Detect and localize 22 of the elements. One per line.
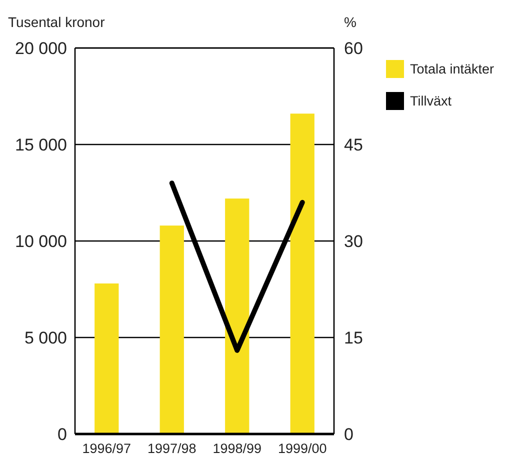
- y-tick-label: 15 000: [15, 135, 67, 154]
- y2-tick-label: 15: [344, 328, 363, 348]
- legend-label: Totala intäkter: [410, 62, 495, 77]
- bar: [160, 226, 184, 434]
- y2-tick-label: 0: [344, 424, 354, 444]
- y-tick-label: 0: [58, 424, 67, 444]
- y-tick-label: 5 000: [24, 328, 67, 348]
- y2-axis-title: %: [344, 14, 356, 30]
- x-tick-label: 1997/98: [147, 441, 196, 456]
- y2-tick-label: 45: [344, 135, 363, 154]
- y-tick-label: 10 000: [15, 232, 67, 251]
- y-axis-title: Tusental kronor: [8, 14, 106, 30]
- x-tick-label: 1999/00: [278, 441, 327, 456]
- bar: [94, 283, 119, 434]
- x-tick-label: 1998/99: [212, 441, 262, 456]
- y2-tick-label: 60: [344, 38, 363, 58]
- bar: [290, 114, 314, 434]
- bar: [225, 198, 250, 434]
- y-tick-label: 20 000: [15, 38, 67, 58]
- x-tick-label: 1996/97: [82, 441, 132, 456]
- legend-label: Tillväxt: [410, 94, 452, 109]
- y2-tick-label: 30: [344, 232, 363, 251]
